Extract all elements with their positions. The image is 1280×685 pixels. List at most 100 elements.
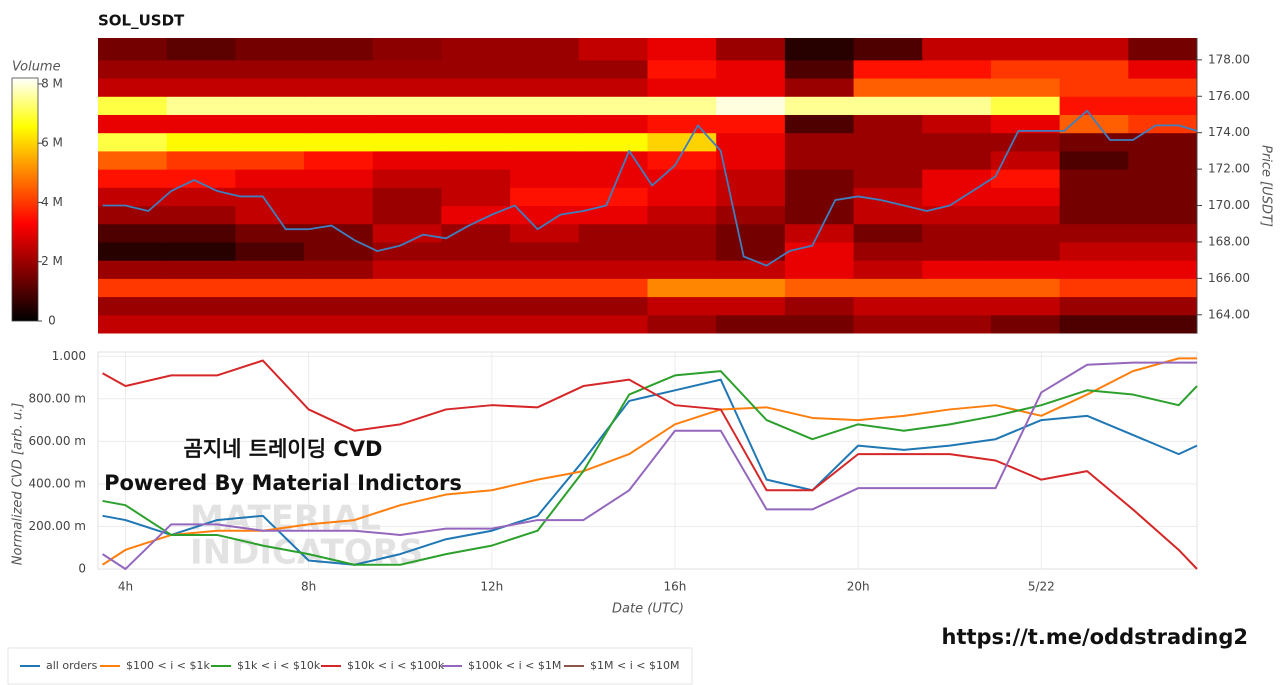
heat-cell [647, 59, 717, 79]
heat-cell [235, 260, 305, 279]
heat-cell [578, 150, 648, 170]
legend-item[interactable]: $1k < i < $10k [211, 659, 321, 672]
x-tick-label: 8h [301, 580, 316, 594]
heat-cell [922, 278, 992, 298]
heat-cell [647, 278, 717, 298]
colorbar [11, 77, 39, 322]
heat-cell [1128, 241, 1198, 261]
heat-cell [990, 241, 1061, 261]
heat-cell [784, 296, 855, 316]
legend-item[interactable]: all orders [20, 659, 98, 672]
heat-cell [304, 296, 374, 316]
heat-cell [578, 38, 648, 61]
heat-cell [647, 314, 717, 334]
heat-cell [784, 59, 855, 79]
heat-cell [98, 96, 168, 115]
heat-cell [1128, 114, 1198, 134]
heat-cell [647, 132, 717, 152]
heat-cell [98, 132, 168, 152]
legend-item[interactable]: $10k < i < $100k [321, 659, 445, 672]
y-tick-label: 178.00 [1208, 52, 1250, 66]
legend-item[interactable]: $100 < i < $1k [100, 659, 210, 672]
heat-cell [784, 114, 855, 134]
heat-cell [853, 59, 923, 79]
heat-cell [716, 278, 786, 298]
heat-cell [1128, 78, 1198, 97]
heat-cell [166, 96, 236, 115]
cvd-line [102, 378, 1198, 566]
heat-cell [235, 78, 305, 97]
heat-cell [166, 150, 236, 170]
heat-cell [235, 96, 305, 115]
heat-cell [853, 132, 923, 152]
heat-cell [990, 132, 1061, 152]
heat-cell [1059, 223, 1129, 243]
legend-item[interactable]: $1M < i < $10M [564, 659, 679, 672]
heat-cell [98, 278, 168, 298]
heat-cell [510, 260, 580, 279]
heat-cell [510, 314, 580, 334]
heat-cell [716, 150, 786, 170]
heat-cell [578, 114, 648, 134]
heat-cell [990, 78, 1061, 97]
heat-cell [98, 296, 168, 316]
heat-cell [716, 78, 786, 97]
heat-cell [990, 296, 1061, 316]
heat-cell [1059, 78, 1129, 97]
heat-cell [235, 314, 305, 334]
heat-cell [990, 205, 1061, 225]
heat-cell [1128, 150, 1198, 170]
heat-cell [922, 169, 992, 188]
heat-cell [441, 278, 511, 298]
heat-cell [235, 38, 305, 61]
heat-cell [990, 278, 1061, 298]
heat-cell [98, 205, 168, 225]
heat-cell [578, 59, 648, 79]
heat-cell [716, 114, 786, 134]
heat-cell [441, 169, 511, 188]
heat-cell [441, 59, 511, 79]
heat-cell [990, 187, 1061, 207]
heat-cell [853, 169, 923, 188]
heat-cell [647, 150, 717, 170]
heat-cell [372, 187, 442, 207]
heat-cell [304, 169, 374, 188]
heat-cell [990, 223, 1061, 243]
heat-cell [1059, 314, 1129, 334]
x-tick-label: 4h [118, 580, 133, 594]
heat-cell [922, 150, 992, 170]
heat-cell [166, 205, 236, 225]
y-tick-label: 200.00 m [29, 519, 87, 533]
heat-cell [1059, 260, 1129, 279]
heat-cell [922, 78, 992, 97]
y-tick-label: 166.00 [1208, 271, 1250, 285]
heat-cell [853, 187, 923, 207]
colorbar-tick-label: 2 M [41, 254, 63, 268]
heat-cell [441, 150, 511, 170]
colorbar-title: Volume [12, 60, 61, 75]
legend-label: $100 < i < $1k [126, 659, 210, 672]
heat-cell [1128, 223, 1198, 243]
heat-cell [1059, 59, 1129, 79]
heat-cell [510, 38, 580, 61]
heat-cell [510, 169, 580, 188]
heat-cell [1059, 205, 1129, 225]
heat-cell [372, 78, 442, 97]
heat-cell [510, 114, 580, 134]
heat-cell [784, 38, 855, 61]
heat-cell [372, 241, 442, 261]
heat-cell [853, 78, 923, 97]
heat-cell [853, 205, 923, 225]
heat-cell [853, 241, 923, 261]
heat-cell [166, 278, 236, 298]
heat-cell [647, 241, 717, 261]
heat-cell [510, 278, 580, 298]
legend-item[interactable]: $100k < i < $1M [442, 659, 561, 672]
heat-cell [647, 205, 717, 225]
heat-cell [1128, 38, 1198, 61]
y-tick-label: 176.00 [1208, 89, 1250, 103]
heat-cell [98, 78, 168, 97]
heat-cell [784, 278, 855, 298]
heat-cell [304, 223, 374, 243]
heat-cell [647, 96, 717, 115]
